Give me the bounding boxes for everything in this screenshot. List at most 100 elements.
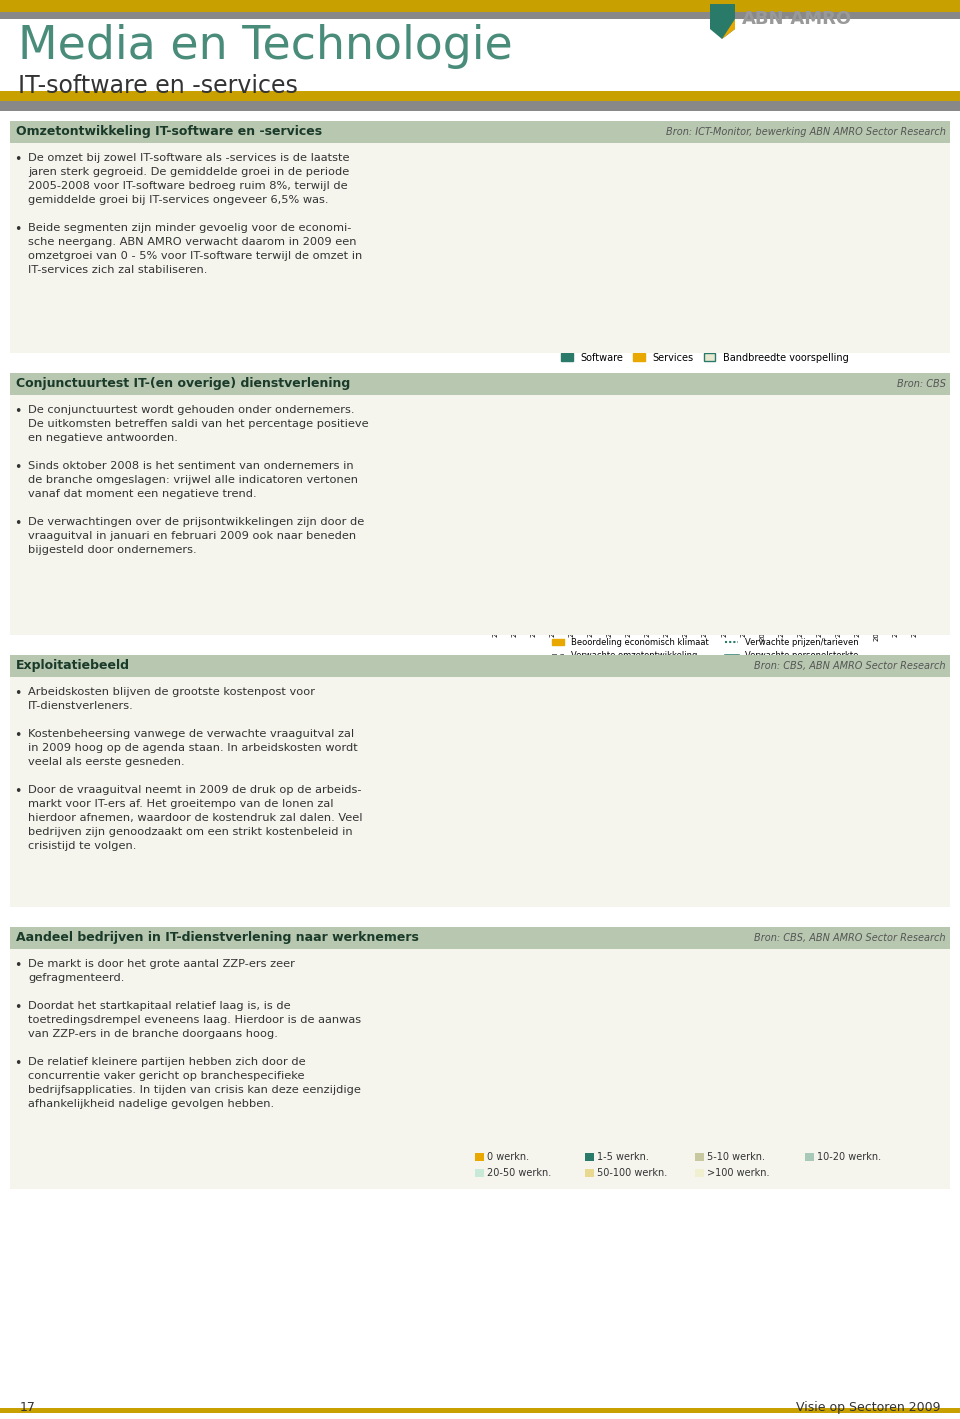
Wedge shape	[672, 732, 710, 792]
Bar	[684, 457, 693, 512]
Text: Arbeidskosten
41%: Arbeidskosten 41%	[722, 856, 793, 893]
Text: Overige kosten 18%: Overige kosten 18%	[575, 763, 673, 773]
Wedge shape	[584, 1012, 588, 1059]
Text: gefragmenteerd.: gefragmenteerd.	[28, 973, 125, 983]
Text: 5.0%: 5.0%	[847, 238, 872, 247]
Text: gemiddelde groei bij IT-services ongeveer 6,5% was.: gemiddelde groei bij IT-services ongevee…	[28, 194, 328, 204]
Text: 5-10 werkn.: 5-10 werkn.	[707, 1152, 765, 1162]
Wedge shape	[831, 1012, 832, 1059]
Text: 8.1%: 8.1%	[492, 186, 517, 196]
Bar	[756, 199, 785, 333]
Bar	[0, 0, 960, 11]
Text: in 2009 hoog op de agenda staan. In arbeidskosten wordt: in 2009 hoog op de agenda staan. In arbe…	[28, 744, 358, 753]
Bar	[608, 241, 636, 333]
Bar	[738, 448, 747, 512]
Bar	[846, 512, 854, 587]
Text: •: •	[14, 1000, 21, 1015]
Bar	[803, 512, 811, 536]
Text: crisistijd te volgen.: crisistijd te volgen.	[28, 841, 136, 851]
Bar	[835, 512, 844, 579]
Text: 7.4%: 7.4%	[698, 199, 723, 207]
Wedge shape	[577, 1012, 588, 1059]
Bar	[475, 1169, 484, 1176]
Wedge shape	[586, 1012, 588, 1059]
Text: Bedrijfsresultaat
11%: Bedrijfsresultaat 11%	[599, 697, 686, 731]
Bar	[610, 441, 618, 512]
Text: sche neergang. ABN AMRO verwacht daarom in 2009 een: sche neergang. ABN AMRO verwacht daarom …	[28, 237, 356, 247]
Bar	[631, 451, 639, 512]
Text: vraaguitval in januari en februari 2009 ook naar beneden: vraaguitval in januari en februari 2009 …	[28, 531, 356, 541]
Text: 9.5%: 9.5%	[669, 163, 694, 172]
Text: 5.5%: 5.5%	[610, 230, 634, 238]
Text: 3,8%: 3,8%	[787, 998, 810, 1006]
Bar	[588, 430, 596, 512]
Bar	[0, 91, 960, 101]
Text: 2,7%: 2,7%	[800, 993, 823, 1003]
Text: Arbeidskosten blijven de grootste kostenpost voor: Arbeidskosten blijven de grootste kosten…	[28, 687, 315, 697]
Text: 10-20 werkn.: 10-20 werkn.	[817, 1152, 881, 1162]
Text: •: •	[14, 785, 21, 797]
Text: omzetgroei van 0 - 5% voor IT-software terwijl de omzet in: omzetgroei van 0 - 5% voor IT-software t…	[28, 251, 362, 261]
Text: De verwachtingen over de prijsontwikkelingen zijn door de: De verwachtingen over de prijsontwikkeli…	[28, 517, 364, 526]
Text: 1-5 werkn.: 1-5 werkn.	[597, 1152, 649, 1162]
Bar	[653, 464, 661, 512]
Wedge shape	[797, 1017, 832, 1059]
Text: Kostenbeheersing vanwege de verwachte vraaguitval zal: Kostenbeheersing vanwege de verwachte vr…	[28, 729, 354, 739]
Text: Aandeel bedrijven in IT-dienstverlening naar werknemers: Aandeel bedrijven in IT-dienstverlening …	[16, 931, 419, 945]
Text: •: •	[14, 517, 21, 531]
Text: •: •	[14, 404, 21, 419]
Bar	[728, 443, 736, 512]
Text: 2005: 2005	[570, 972, 605, 985]
Y-axis label: in %: in %	[435, 501, 444, 522]
Wedge shape	[652, 792, 710, 817]
Bar	[10, 949, 950, 1189]
Bar	[910, 512, 919, 595]
Text: 3,3%: 3,3%	[545, 996, 568, 1005]
Wedge shape	[656, 792, 770, 853]
Wedge shape	[710, 732, 770, 799]
Text: •: •	[14, 223, 21, 236]
Text: •: •	[14, 687, 21, 700]
Text: •: •	[14, 729, 21, 742]
Bar	[785, 210, 813, 333]
Text: Beide segmenten zijn minder gevoelig voor de economi-: Beide segmenten zijn minder gevoelig voo…	[28, 223, 351, 233]
Text: Visie op Sectoren 2009: Visie op Sectoren 2009	[796, 1401, 940, 1413]
Bar	[749, 457, 757, 512]
Bar	[706, 451, 714, 512]
Bar	[566, 436, 575, 512]
Text: IT-software en -services: IT-software en -services	[18, 74, 298, 98]
Text: concurrentie vaker gericht op branchespecifieke: concurrentie vaker gericht op branchespe…	[28, 1071, 304, 1081]
Text: 50-100 werkn.: 50-100 werkn.	[597, 1168, 667, 1178]
Bar	[813, 512, 822, 552]
Text: Bron: CBS, ABN AMRO Sector Research: Bron: CBS, ABN AMRO Sector Research	[755, 934, 946, 944]
Bar	[579, 221, 608, 333]
Bar	[10, 656, 950, 677]
Text: 21,8%: 21,8%	[742, 1051, 771, 1060]
Text: Exploitatiebeeld: Exploitatiebeeld	[16, 660, 130, 673]
Bar	[867, 512, 876, 587]
Bar	[535, 464, 543, 512]
Bar	[585, 1169, 594, 1176]
Text: •: •	[14, 461, 21, 474]
Text: •: •	[14, 1057, 21, 1070]
Bar	[696, 210, 725, 333]
Wedge shape	[828, 1012, 832, 1059]
Wedge shape	[540, 1023, 588, 1076]
Text: 5.4%: 5.4%	[520, 231, 545, 240]
Bar	[545, 451, 554, 512]
Text: Bron: ICT-Monitor, bewerking ABN AMRO Sector Research: Bron: ICT-Monitor, bewerking ABN AMRO Se…	[666, 126, 946, 138]
Text: •: •	[14, 153, 21, 166]
Text: De omzet bij zowel IT-software als -services is de laatste: De omzet bij zowel IT-software als -serv…	[28, 153, 349, 163]
Bar	[805, 1154, 814, 1161]
Bar	[771, 497, 780, 512]
Bar	[513, 481, 521, 512]
Wedge shape	[543, 1012, 635, 1107]
Bar	[10, 373, 950, 394]
Bar	[492, 504, 500, 512]
Bar	[877, 512, 886, 583]
Text: 0,5%: 0,5%	[820, 993, 843, 1002]
Text: Doordat het startkapitaal relatief laag is, is de: Doordat het startkapitaal relatief laag …	[28, 1000, 291, 1010]
Text: de branche omgeslagen: vrijwel alle indicatoren vertonen: de branche omgeslagen: vrijwel alle indi…	[28, 475, 358, 485]
Legend: Software, Services, Bandbreedte voorspelling: Software, Services, Bandbreedte voorspel…	[558, 349, 852, 366]
Text: Inkoopwaarde
27%: Inkoopwaarde 27%	[709, 721, 778, 751]
